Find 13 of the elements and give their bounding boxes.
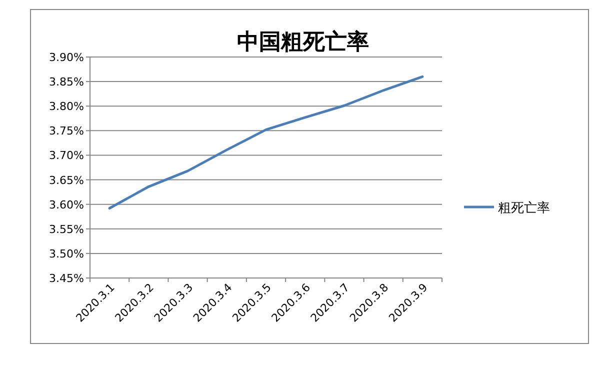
y-tick-label: 3.50%	[49, 247, 84, 260]
y-tick-label: 3.80%	[49, 100, 84, 114]
y-tick-label: 3.45%	[49, 272, 84, 285]
y-tick-label: 3.85%	[49, 76, 84, 89]
y-tick-label: 3.75%	[49, 124, 84, 138]
y-tick-label: 3.70%	[49, 149, 84, 162]
y-tick-label: 3.65%	[49, 174, 84, 187]
y-tick-label: 3.60%	[49, 198, 84, 212]
legend-label: 粗死亡率	[498, 200, 550, 216]
y-tick-label: 3.90%	[49, 51, 84, 64]
line-series	[108, 75, 424, 210]
y-tick-label: 3.55%	[49, 222, 84, 236]
chart-title: 中国粗死亡率	[237, 29, 369, 55]
